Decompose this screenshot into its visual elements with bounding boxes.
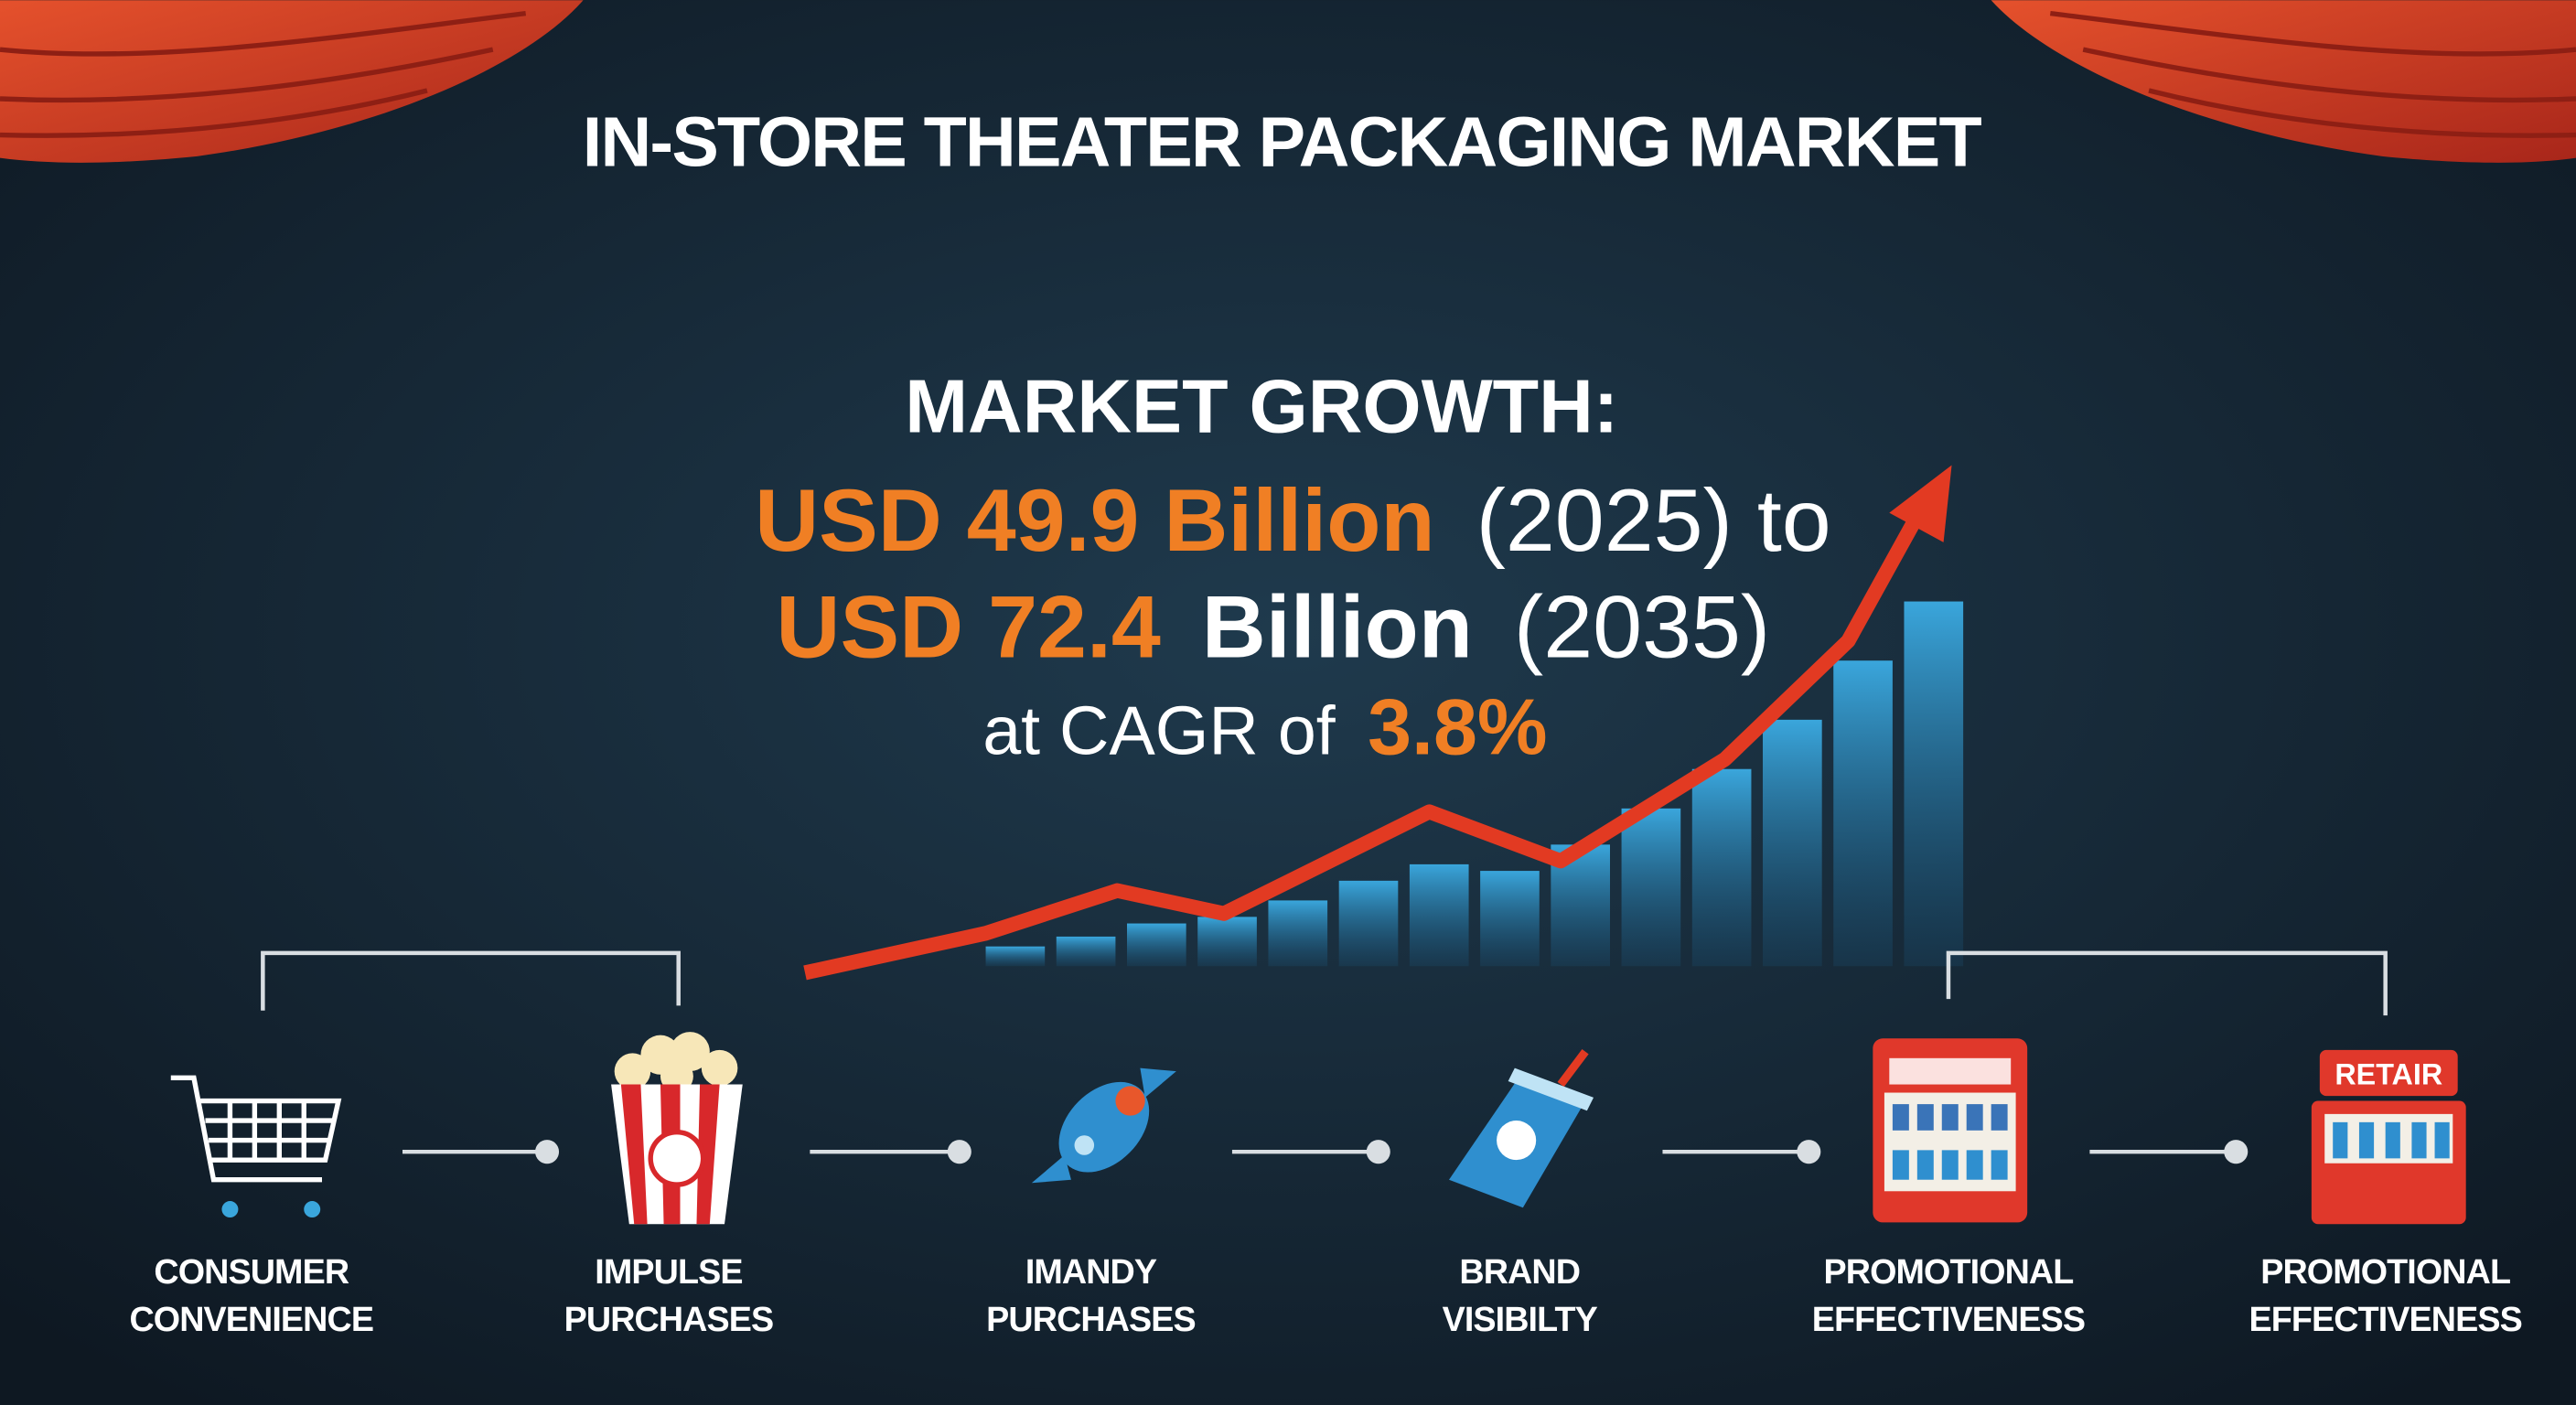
item-label: EFFECTIVENESS <box>1812 1300 2085 1338</box>
decor-bars <box>985 601 1964 967</box>
growth-line-1: USD 49.9 Billion (2025) to <box>755 470 1831 570</box>
growth-line-3: at CAGR of 3.8% <box>982 684 1547 772</box>
item-labels: CONSUMER CONVENIENCE IMPULSE PURCHASES IMAND… <box>129 1252 2522 1338</box>
decor-bar <box>1763 719 1822 967</box>
item-label: CONVENIENCE <box>129 1300 373 1338</box>
cagr-label: at CAGR of <box>982 692 1336 769</box>
item-label: BRAND <box>1459 1252 1580 1291</box>
decor-bar <box>1197 917 1257 967</box>
item-label: IMPULSE <box>595 1252 742 1291</box>
bracket <box>261 950 681 1011</box>
connectors <box>402 1140 2249 1164</box>
curtain-left <box>0 0 584 163</box>
decor-bar <box>1833 660 1893 967</box>
decor-bar <box>1338 880 1399 967</box>
item-label: CONSUMER <box>154 1252 349 1291</box>
end-value: USD 72.4 <box>776 577 1160 677</box>
cart-icon <box>170 1075 342 1218</box>
decor-arrow <box>803 465 1952 981</box>
decor-bar <box>1127 923 1186 967</box>
item-label: PURCHASES <box>986 1300 1196 1338</box>
display-icon <box>1873 1038 2028 1223</box>
decor-bar <box>1268 900 1328 967</box>
title: IN-STORE THEATER PACKAGING MARKET <box>583 103 1982 182</box>
end-unit: Billion <box>1202 577 1473 677</box>
item-label: IMANDY <box>1025 1252 1157 1291</box>
curtain-right <box>1991 0 2576 163</box>
cup-icon <box>1449 1048 1594 1208</box>
popcorn-icon <box>611 1032 743 1225</box>
decor-bar <box>1904 601 1964 967</box>
decor-bar <box>1480 871 1540 967</box>
item-label: EFFECTIVENESS <box>2249 1300 2521 1338</box>
retail-icon: RETAIR <box>2311 1049 2466 1225</box>
growth-line-2: USD 72.4 Billion (2035) <box>776 577 1770 677</box>
retail-sign: RETAIR <box>2334 1058 2442 1091</box>
decor-bar <box>1621 808 1681 967</box>
item-label: PURCHASES <box>564 1300 774 1338</box>
candy-icon <box>1031 1067 1176 1184</box>
growth-heading: MARKET GROWTH: <box>905 364 1618 449</box>
start-year: (2025) to <box>1476 470 1831 570</box>
end-year: (2035) <box>1514 577 1770 677</box>
start-value: USD 49.9 Billion <box>755 470 1435 570</box>
decor-bar <box>1409 863 1469 967</box>
item-label: VISIBILTY <box>1443 1300 1598 1338</box>
decor-bar <box>1691 768 1752 967</box>
decor-bar <box>1056 936 1116 967</box>
cagr-value: 3.8% <box>1368 684 1547 772</box>
decor-bar <box>985 946 1046 967</box>
bracket <box>1946 950 2388 1016</box>
item-label: PROMOTIONAL <box>2260 1252 2510 1291</box>
item-label: PROMOTIONAL <box>1824 1252 2074 1291</box>
